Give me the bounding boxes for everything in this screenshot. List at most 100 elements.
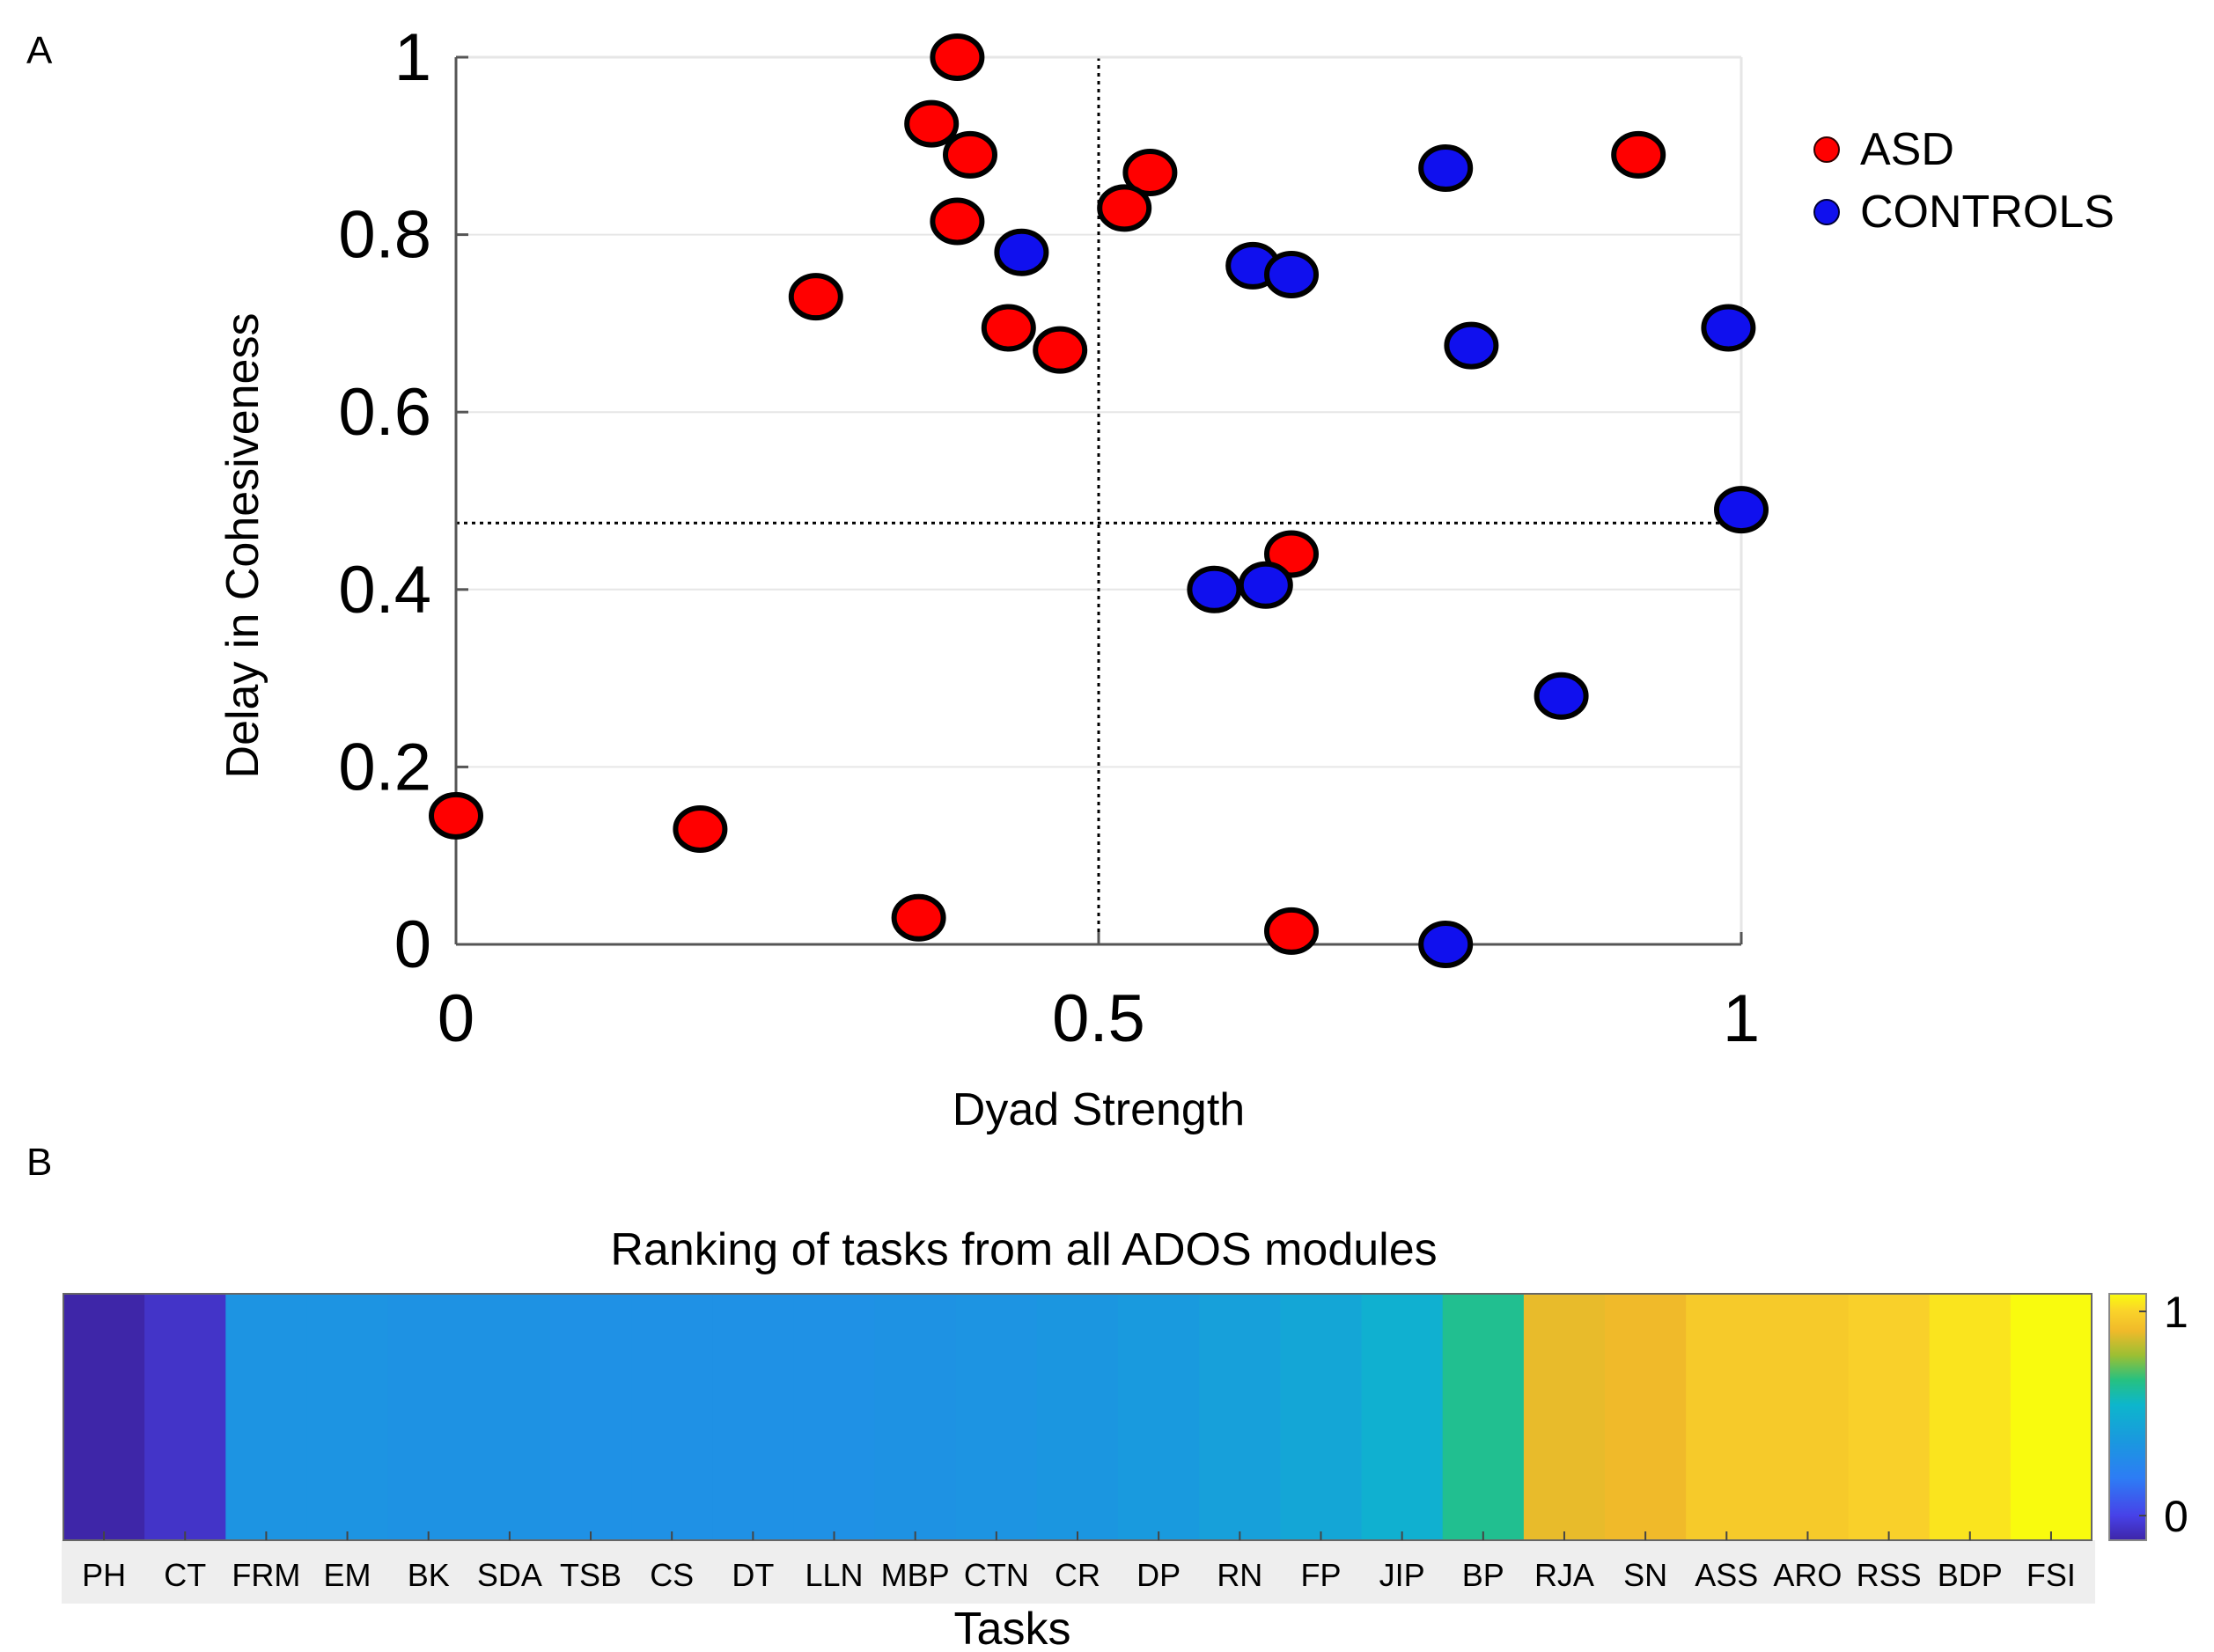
- heatmap-tick-label: FRM: [232, 1557, 300, 1593]
- axis-ticks: 0 0.2 0.4 0.6 0.8 1 0 0.5 1: [338, 20, 1760, 1056]
- point-asd: [1122, 149, 1178, 197]
- x-axis-label: Dyad Strength: [953, 1084, 1245, 1135]
- y-tick-label: 0: [394, 907, 431, 982]
- legend-label-asd: ASD: [1860, 124, 1954, 175]
- heatmap-tick-label: TSB: [560, 1557, 622, 1593]
- panel-a-label: A: [26, 29, 53, 72]
- point-asd: [943, 130, 997, 179]
- heatmap-tick-label: ASS: [1695, 1557, 1758, 1593]
- point-asd: [904, 99, 960, 148]
- heatmap-cell-ass: [1686, 1294, 1768, 1540]
- heatmap-cell-cr: [1036, 1294, 1119, 1540]
- y-tick-label: 0.2: [338, 730, 431, 804]
- heatmap-tick-label: SDA: [477, 1557, 542, 1593]
- legend-label-controls: CONTROLS: [1860, 187, 2115, 238]
- point-controls: [1444, 321, 1499, 370]
- heatmap-cell-rss: [1848, 1294, 1931, 1540]
- heatmap-tick-label: FP: [1300, 1557, 1341, 1593]
- point-asd: [788, 273, 843, 321]
- tick-label-band: [62, 1540, 2095, 1604]
- colorbar-label-max: 1: [2164, 1288, 2188, 1337]
- point-controls: [1264, 250, 1319, 298]
- heatmap-tick-label: DP: [1136, 1557, 1181, 1593]
- point-controls: [1714, 486, 1769, 534]
- x-tick-label: 0.5: [1052, 981, 1145, 1056]
- y-tick-label: 0.8: [338, 198, 431, 273]
- heatmap-tick-label: CS: [650, 1557, 694, 1593]
- heatmap: Ranking of tasks from all ADOS modules P…: [62, 1224, 2188, 1652]
- y-axis-label: Delay in Cohesiveness: [217, 313, 268, 779]
- point-controls: [994, 228, 1049, 276]
- heatmap-tick-label: MBP: [881, 1557, 950, 1593]
- x-tick-label: 0: [438, 981, 474, 1056]
- point-asd: [891, 893, 946, 942]
- heatmap-tick-label: RN: [1217, 1557, 1262, 1593]
- y-tick-label: 0.4: [338, 553, 431, 628]
- point-controls: [1701, 304, 1756, 352]
- heatmap-cell-dp: [1118, 1294, 1200, 1540]
- point-asd: [930, 197, 985, 246]
- point-controls: [1418, 144, 1474, 192]
- scatter-plot: 0 0.2 0.4 0.6 0.8 1 0 0.5 1 Dyad Strength Delay …: [217, 20, 2115, 1135]
- heatmap-tick-label: PH: [82, 1557, 126, 1593]
- point-controls: [1418, 921, 1474, 968]
- heatmap-tick-label: SN: [1623, 1557, 1667, 1593]
- heatmap-tick-label: CR: [1055, 1557, 1100, 1593]
- heatmap-cell-ph: [63, 1294, 145, 1540]
- heatmap-tick-label: CT: [164, 1557, 206, 1593]
- heatmap-cell-fsi: [2010, 1294, 2093, 1540]
- heatmap-cell-frm: [225, 1294, 307, 1540]
- heatmap-tick-label: BK: [408, 1557, 450, 1593]
- point-asd: [1033, 326, 1088, 374]
- heatmap-cell-tsb: [549, 1294, 632, 1540]
- heatmap-cell-sda: [468, 1294, 551, 1540]
- heatmap-x-ticks: PH CT FRM EM BK SDA TSB CS DT LLN MBP CTN CR DP RN FP JI…: [82, 1531, 2076, 1593]
- heatmap-cell-lln: [793, 1294, 876, 1540]
- heatmap-cell-sn: [1605, 1294, 1687, 1540]
- heatmap-tick-label: BP: [1462, 1557, 1504, 1593]
- heatmap-title: Ranking of tasks from all ADOS modules: [610, 1224, 1437, 1275]
- heatmap-tick-label: JIP: [1379, 1557, 1425, 1593]
- y-tick-label: 0.6: [338, 375, 431, 450]
- heatmap-cell-rn: [1199, 1294, 1281, 1540]
- heatmap-cell-em: [306, 1294, 389, 1540]
- x-tick-label: 1: [1723, 981, 1760, 1056]
- heatmap-tick-label: BDP: [1938, 1557, 2003, 1593]
- data-points: [429, 33, 1769, 968]
- point-controls: [1238, 561, 1293, 609]
- heatmap-cell-bk: [387, 1294, 470, 1540]
- heatmap-cells: [63, 1294, 2093, 1540]
- panel-b-label: B: [26, 1141, 52, 1184]
- heatmap-cell-fp: [1280, 1294, 1363, 1540]
- point-asd: [930, 33, 985, 81]
- heatmap-cell-bp: [1442, 1294, 1525, 1540]
- point-asd: [1097, 184, 1152, 232]
- legend-marker-asd: [1813, 136, 1840, 163]
- heatmap-cell-jip: [1361, 1294, 1444, 1540]
- point-asd: [1611, 130, 1666, 179]
- heatmap-cell-ctn: [955, 1294, 1038, 1540]
- point-asd: [981, 304, 1036, 352]
- point-controls: [1534, 672, 1589, 720]
- heatmap-tick-label: LLN: [805, 1557, 863, 1593]
- heatmap-tick-label: ARO: [1773, 1557, 1842, 1593]
- heatmap-tick-label: FSI: [2026, 1557, 2076, 1593]
- colorbar: 1 0: [2108, 1288, 2188, 1541]
- point-controls: [1187, 565, 1242, 613]
- point-asd: [429, 791, 483, 840]
- heatmap-cell-bdp: [1929, 1294, 2012, 1540]
- heatmap-cell-cs: [631, 1294, 713, 1540]
- heatmap-tick-label: EM: [324, 1557, 371, 1593]
- heatmap-tick-label: RJA: [1534, 1557, 1594, 1593]
- legend-marker-controls: [1813, 199, 1840, 225]
- heatmap-cell-ct: [144, 1294, 226, 1540]
- heatmap-cell-dt: [712, 1294, 794, 1540]
- reference-lines: [456, 57, 1741, 944]
- heatmap-cell-aro: [1767, 1294, 1850, 1540]
- heatmap-tick-label: CTN: [964, 1557, 1029, 1593]
- colorbar-gradient: [2108, 1293, 2147, 1541]
- colorbar-label-min: 0: [2164, 1492, 2188, 1541]
- heatmap-x-axis-label: Tasks: [954, 1604, 1071, 1652]
- legend: ASD CONTROLS: [1813, 124, 2115, 238]
